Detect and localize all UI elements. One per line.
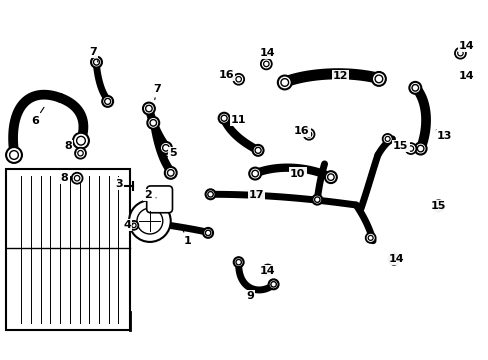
Text: 9: 9 <box>246 289 254 301</box>
Text: 14: 14 <box>388 254 404 264</box>
Circle shape <box>387 254 399 265</box>
Text: 14: 14 <box>260 48 275 58</box>
Text: 7: 7 <box>89 47 98 62</box>
Circle shape <box>129 221 138 230</box>
Text: 13: 13 <box>435 130 451 141</box>
Circle shape <box>72 173 82 184</box>
FancyBboxPatch shape <box>146 186 172 213</box>
Circle shape <box>147 117 159 129</box>
Circle shape <box>73 133 89 149</box>
Circle shape <box>142 103 155 114</box>
Circle shape <box>371 72 385 86</box>
Circle shape <box>203 228 213 238</box>
Circle shape <box>365 233 375 243</box>
Polygon shape <box>6 169 130 330</box>
Text: 2: 2 <box>144 190 156 200</box>
Circle shape <box>218 113 229 123</box>
Circle shape <box>268 279 278 289</box>
Circle shape <box>454 48 465 59</box>
Text: 14: 14 <box>458 41 473 51</box>
Circle shape <box>382 134 392 144</box>
Circle shape <box>262 265 273 275</box>
Circle shape <box>205 189 215 199</box>
Text: 4: 4 <box>123 220 133 230</box>
Circle shape <box>164 167 176 179</box>
Circle shape <box>408 82 420 94</box>
Text: 7: 7 <box>153 84 161 100</box>
Circle shape <box>324 171 336 183</box>
Circle shape <box>75 148 86 159</box>
Text: 6: 6 <box>31 107 44 126</box>
Circle shape <box>312 195 322 204</box>
Text: 12: 12 <box>332 71 347 81</box>
Circle shape <box>303 129 314 140</box>
Text: 8: 8 <box>64 141 76 152</box>
Circle shape <box>6 147 22 163</box>
Text: 10: 10 <box>289 168 305 179</box>
Text: 14: 14 <box>260 266 275 276</box>
Text: 15: 15 <box>392 141 407 151</box>
Text: 1: 1 <box>183 230 191 246</box>
Text: 11: 11 <box>230 115 246 125</box>
Circle shape <box>414 143 426 154</box>
Circle shape <box>129 200 170 242</box>
Circle shape <box>260 58 271 69</box>
Text: 15: 15 <box>430 201 446 211</box>
Circle shape <box>277 76 291 89</box>
Circle shape <box>233 257 243 267</box>
Text: 16: 16 <box>218 69 233 80</box>
Text: 5: 5 <box>166 148 176 158</box>
Text: 8: 8 <box>60 173 72 183</box>
Circle shape <box>160 142 171 154</box>
Text: 3: 3 <box>115 179 127 189</box>
Circle shape <box>252 145 263 156</box>
Text: 17: 17 <box>248 190 264 200</box>
Circle shape <box>405 143 416 154</box>
Circle shape <box>432 200 443 211</box>
Text: 14: 14 <box>458 71 473 81</box>
Circle shape <box>91 57 102 68</box>
Text: 16: 16 <box>293 126 309 136</box>
Circle shape <box>233 74 244 85</box>
Circle shape <box>249 168 261 180</box>
Circle shape <box>102 96 113 107</box>
